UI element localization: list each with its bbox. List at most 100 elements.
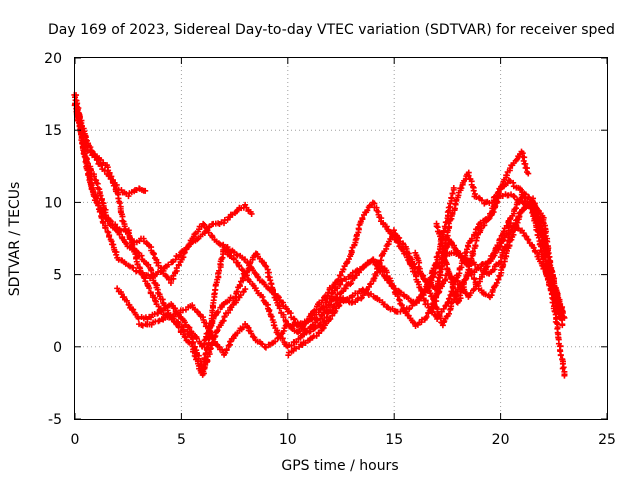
data-point: [390, 282, 397, 289]
data-point: [125, 193, 132, 200]
data-point: [342, 285, 349, 292]
data-point: [472, 242, 479, 249]
data-point: [128, 242, 135, 249]
data-point: [138, 252, 145, 259]
data-point: [433, 259, 440, 266]
data-point: [395, 239, 402, 246]
data-point: [208, 332, 215, 339]
data-point: [335, 276, 342, 283]
data-point: [408, 262, 415, 269]
data-point: [507, 220, 514, 227]
data-point: [559, 322, 566, 329]
data-point: [97, 192, 104, 199]
data-point: [337, 272, 344, 279]
data-point: [529, 208, 536, 215]
data-point: [116, 200, 123, 207]
data-point: [434, 287, 441, 294]
data-point: [470, 187, 477, 194]
series-track-11: [412, 220, 566, 329]
data-point: [500, 261, 507, 268]
data-point: [210, 315, 217, 322]
data-point: [359, 215, 366, 222]
data-point: [269, 287, 276, 294]
data-point: [214, 327, 221, 334]
data-point: [278, 331, 285, 338]
data-point: [141, 275, 148, 282]
data-point: [135, 315, 142, 322]
data-point: [449, 190, 456, 197]
data-point: [561, 314, 568, 321]
data-point: [320, 303, 327, 310]
data-point: [266, 308, 273, 315]
data-point: [427, 274, 434, 281]
data-point: [491, 283, 498, 290]
data-point: [447, 216, 454, 223]
data-point: [417, 293, 424, 300]
data-point: [364, 207, 371, 214]
data-point: [332, 308, 339, 315]
data-point: [242, 286, 249, 293]
data-point: [91, 151, 98, 158]
data-point: [158, 307, 165, 314]
data-point: [259, 293, 266, 300]
data-point: [337, 281, 344, 288]
data-point: [324, 292, 331, 299]
y-axis-label: SDTVAR / TECUs: [7, 182, 23, 297]
data-point: [127, 236, 134, 243]
data-point: [326, 301, 333, 308]
x-tick-label: 0: [71, 432, 80, 448]
data-point: [327, 315, 334, 322]
data-point: [403, 251, 410, 258]
data-point: [478, 197, 485, 204]
data-points: [71, 91, 568, 379]
data-point: [390, 227, 397, 234]
data-point: [439, 322, 446, 329]
data-point: [492, 203, 499, 210]
data-point: [497, 272, 504, 279]
data-point: [465, 172, 472, 179]
data-point: [114, 285, 121, 292]
data-point: [81, 150, 88, 157]
series-track-9: [428, 169, 564, 321]
data-point: [216, 267, 223, 274]
y-tick-label: 5: [53, 268, 62, 284]
data-point: [526, 194, 533, 201]
data-point: [549, 281, 556, 288]
data-point: [428, 308, 435, 315]
x-tick-label: 5: [177, 432, 186, 448]
data-point: [423, 313, 430, 320]
data-point: [497, 243, 504, 250]
data-point: [238, 266, 245, 273]
data-point: [424, 301, 431, 308]
y-tick-label: 10: [44, 195, 62, 211]
series-track-7: [136, 286, 249, 378]
data-point: [237, 292, 244, 299]
data-point: [345, 256, 352, 263]
data-point: [422, 277, 429, 284]
data-point: [293, 339, 300, 346]
data-point: [248, 210, 255, 217]
data-point: [263, 263, 270, 270]
data-point: [186, 324, 193, 331]
x-tick-label: 20: [492, 432, 510, 448]
plot-frame: [74, 57, 608, 420]
data-point: [370, 276, 377, 283]
data-point: [200, 220, 207, 227]
data-point: [458, 185, 465, 192]
data-point: [488, 292, 495, 299]
data-point: [448, 194, 455, 201]
data-point: [234, 288, 241, 295]
data-point: [337, 299, 344, 306]
data-point: [450, 184, 457, 191]
data-point: [206, 349, 213, 356]
data-point: [472, 261, 479, 268]
data-point: [102, 225, 109, 232]
data-point: [423, 278, 430, 285]
data-point: [561, 372, 568, 379]
data-point: [142, 187, 149, 194]
data-point: [348, 280, 355, 287]
data-point: [557, 352, 564, 359]
data-point: [520, 206, 527, 213]
data-point: [530, 244, 537, 251]
data-point: [255, 274, 262, 281]
